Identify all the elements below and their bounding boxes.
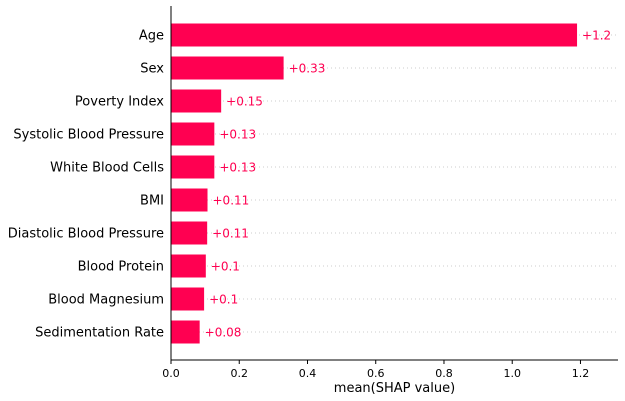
bar [171, 287, 205, 311]
bar [171, 122, 215, 146]
bar-value-label: +0.13 [219, 161, 256, 175]
x-tick-label: 1.2 [572, 367, 590, 380]
category-label: Blood Magnesium [48, 293, 164, 308]
bar-value-label: +0.33 [289, 62, 326, 76]
row-guide-lines [171, 34, 618, 333]
category-labels: Age Sex Poverty Index Systolic Blood Pressu… [8, 29, 165, 341]
bar [171, 89, 222, 113]
bar-value-label: +0.1 [211, 260, 240, 274]
bar [171, 56, 284, 80]
bar [171, 155, 215, 179]
bar-value-label: +0.13 [219, 128, 256, 142]
x-tick-label: 0.2 [230, 367, 248, 380]
x-tick-label: 0.0 [162, 367, 180, 380]
bar-value-label: +0.11 [212, 227, 249, 241]
category-label: BMI [140, 194, 164, 209]
category-label: Blood Protein [78, 260, 164, 275]
x-tick-label: 0.8 [435, 367, 453, 380]
x-axis-ticks: 0.0 0.2 0.4 0.6 0.8 1.0 1.2 [162, 360, 589, 380]
x-axis-label: mean(SHAP value) [334, 381, 455, 396]
bar-value-label: +0.1 [209, 293, 238, 307]
bar-value-label: +0.15 [226, 95, 263, 109]
category-label: Diastolic Blood Pressure [8, 227, 164, 242]
category-label: Age [139, 29, 164, 44]
category-label: Systolic Blood Pressure [13, 128, 164, 143]
category-label: Sex [140, 62, 164, 77]
bar [171, 188, 208, 212]
bar-value-label: +0.11 [213, 194, 250, 208]
x-tick-label: 0.6 [367, 367, 385, 380]
bar [171, 320, 200, 344]
x-tick-label: 1.0 [503, 367, 521, 380]
bar [171, 254, 206, 278]
bar-value-label: +1.2 [582, 29, 611, 43]
bar [171, 23, 578, 47]
category-label: Poverty Index [75, 95, 164, 110]
bar-value-label: +0.08 [205, 326, 242, 340]
category-label: White Blood Cells [50, 161, 164, 176]
bar [171, 221, 208, 245]
x-tick-label: 0.4 [299, 367, 317, 380]
category-label: Sedimentation Rate [35, 326, 164, 341]
bar-value-labels: +1.2 +0.33 +0.15 +0.13 +0.13 +0.11 +0.11 +0.1 +0… [205, 29, 612, 340]
bars [171, 23, 578, 344]
